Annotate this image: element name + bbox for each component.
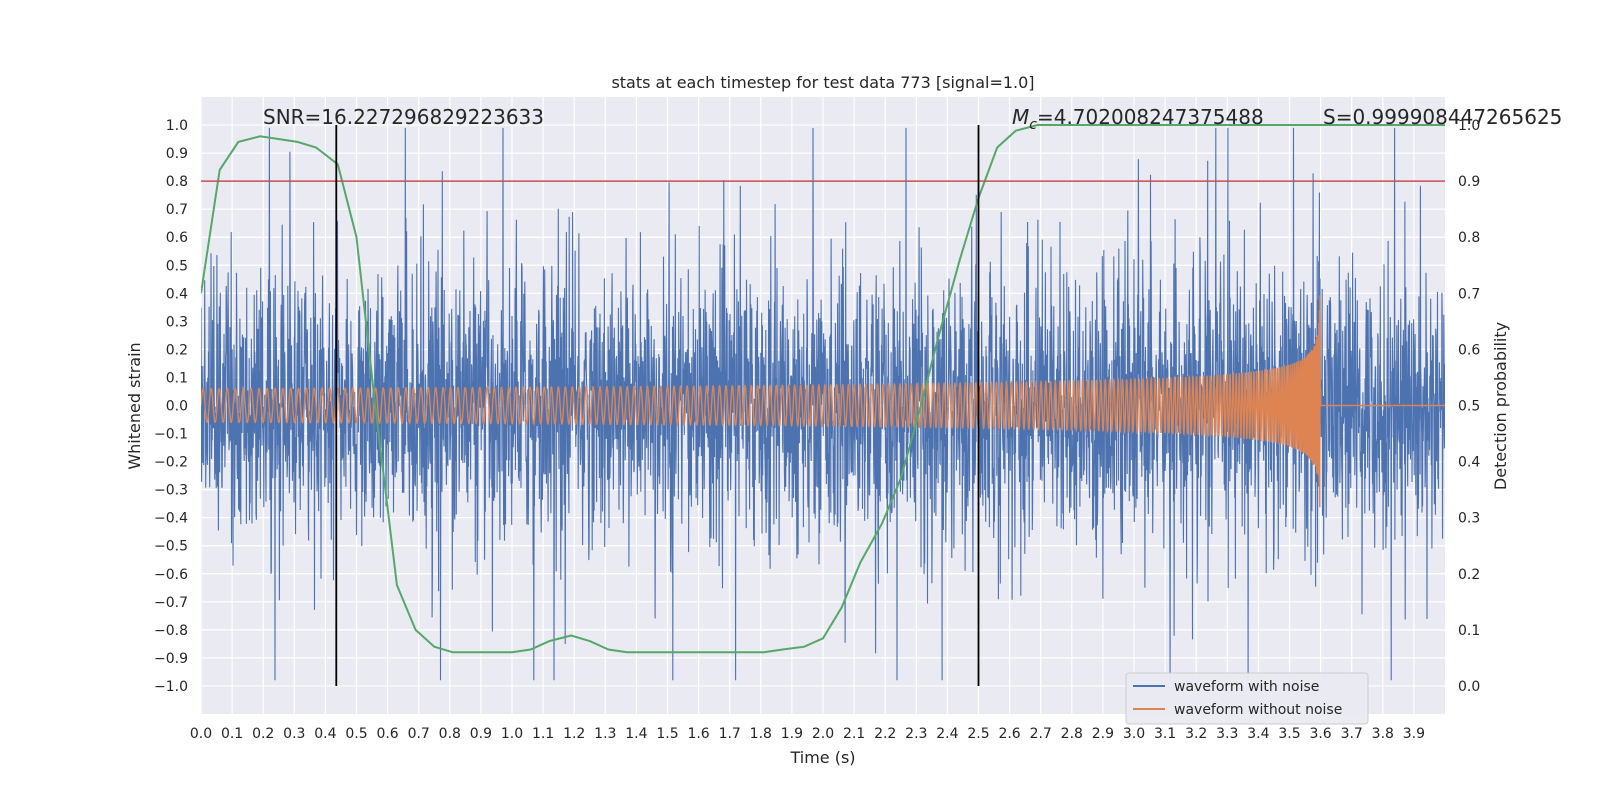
x-tick-label: 2.5 xyxy=(967,726,989,742)
legend-box xyxy=(1125,672,1369,725)
x-tick-label: 3.8 xyxy=(1372,726,1394,742)
score-annotation: S=0.999908447265625 xyxy=(1323,105,1562,129)
x-tick-label: 3.1 xyxy=(1154,726,1176,742)
x-tick-label: 2.4 xyxy=(936,726,958,742)
y-right-axis-label: Detection probability xyxy=(1491,322,1510,490)
x-tick-label: 2.2 xyxy=(874,726,896,742)
y-tick-label: −0.2 xyxy=(154,455,188,471)
y-tick-label: −0.1 xyxy=(154,427,188,443)
y-tick-label: −0.6 xyxy=(154,567,188,583)
x-tick-label: 3.6 xyxy=(1309,726,1331,742)
y-right-tick-label: 1.0 xyxy=(1458,118,1480,134)
y-right-tick-label: 0.4 xyxy=(1458,455,1480,471)
x-tick-label: 3.0 xyxy=(1123,726,1145,742)
x-tick-label: 0.4 xyxy=(314,726,336,742)
x-tick-label: 2.8 xyxy=(1061,726,1083,742)
snr-annotation: SNR=16.227296829223633 xyxy=(263,105,544,129)
x-tick-label: 3.5 xyxy=(1278,726,1300,742)
y-tick-label: −0.3 xyxy=(154,483,188,499)
y-right-tick-label: 0.3 xyxy=(1458,511,1480,527)
legend-label-clean: waveform without noise xyxy=(1174,702,1342,718)
x-tick-label: 1.8 xyxy=(750,726,772,742)
y-right-tick-label: 0.7 xyxy=(1458,286,1480,302)
x-axis-ticks: 0.0 0.1 0.2 0.3 0.4 0.5 0.6 0.7 0.8 0.9 1.0 1.1 1.2 1… xyxy=(190,726,1425,742)
x-tick-label: 3.4 xyxy=(1247,726,1269,742)
x-tick-label: 3.3 xyxy=(1216,726,1238,742)
y-tick-label: −0.5 xyxy=(154,539,188,555)
x-tick-label: 2.6 xyxy=(998,726,1020,742)
y-right-tick-label: 0.2 xyxy=(1458,567,1480,583)
y-tick-label: 0.2 xyxy=(166,342,188,358)
x-axis-label: Time (s) xyxy=(789,748,855,767)
x-tick-label: 2.1 xyxy=(843,726,865,742)
y-right-tick-label: 0.0 xyxy=(1458,679,1480,695)
legend: waveform with noise waveform without noi… xyxy=(1125,672,1369,725)
clean-waveform-line xyxy=(201,295,1445,508)
x-tick-label: 3.2 xyxy=(1185,726,1207,742)
y-tick-label: 0.6 xyxy=(166,230,188,246)
y-axis-label: Whitened strain xyxy=(125,342,144,469)
chirp-mass-subscript: c xyxy=(1029,117,1037,133)
x-tick-label: 1.0 xyxy=(501,726,523,742)
reference-lines xyxy=(201,125,1445,686)
x-tick-label: 0.5 xyxy=(345,726,367,742)
y-right-tick-label: 0.8 xyxy=(1458,230,1480,246)
x-tick-label: 0.7 xyxy=(408,726,430,742)
y-tick-label: 0.7 xyxy=(166,202,188,218)
x-tick-label: 0.2 xyxy=(252,726,274,742)
y-tick-label: −0.7 xyxy=(154,595,188,611)
x-tick-label: 1.1 xyxy=(532,726,554,742)
y-tick-label: 0.3 xyxy=(166,314,188,330)
y-tick-label: 0.4 xyxy=(166,286,188,302)
x-tick-label: 3.9 xyxy=(1403,726,1425,742)
x-tick-label: 1.2 xyxy=(563,726,585,742)
y-tick-label: 0.0 xyxy=(166,399,188,415)
x-tick-label: 1.9 xyxy=(781,726,803,742)
series-waveform-without-noise xyxy=(201,295,1445,508)
y-right-axis-ticks: 1.0 0.9 0.8 0.7 0.6 0.5 0.4 0.3 0.2 0.1 0.0 xyxy=(1458,118,1480,695)
chirp-mass-value: =4.702008247375488 xyxy=(1037,105,1264,129)
y-right-tick-label: 0.1 xyxy=(1458,623,1480,639)
x-tick-label: 2.7 xyxy=(1030,726,1052,742)
y-tick-label: 0.8 xyxy=(166,174,188,190)
y-tick-label: 0.1 xyxy=(166,370,188,386)
x-tick-label: 2.0 xyxy=(812,726,834,742)
x-tick-label: 0.6 xyxy=(376,726,398,742)
x-tick-label: 0.8 xyxy=(439,726,461,742)
chirp-mass-annotation: Mc=4.702008247375488 xyxy=(1012,105,1264,133)
x-tick-label: 1.7 xyxy=(719,726,741,742)
y-right-tick-label: 0.5 xyxy=(1458,399,1480,415)
x-tick-label: 0.1 xyxy=(221,726,243,742)
y-tick-label: 1.0 xyxy=(166,118,188,134)
y-axis-ticks: 1.0 0.9 0.8 0.7 0.6 0.5 0.4 0.3 0.2 0.1 0.0 −0.1 −0.… xyxy=(154,118,188,695)
x-tick-label: 2.9 xyxy=(1092,726,1114,742)
y-tick-label: 0.5 xyxy=(166,258,188,274)
x-tick-label: 3.7 xyxy=(1341,726,1363,742)
x-tick-label: 0.3 xyxy=(283,726,305,742)
y-tick-label: −1.0 xyxy=(154,679,188,695)
x-tick-label: 1.3 xyxy=(594,726,616,742)
detection-probability-line xyxy=(201,124,1445,654)
x-tick-label: 2.3 xyxy=(905,726,927,742)
y-right-tick-label: 0.6 xyxy=(1458,342,1480,358)
y-tick-label: −0.8 xyxy=(154,623,188,639)
y-right-tick-label: 0.9 xyxy=(1458,174,1480,190)
y-tick-label: 0.9 xyxy=(166,146,188,162)
x-tick-label: 1.4 xyxy=(625,726,647,742)
series-detection-probability xyxy=(201,124,1445,654)
x-tick-label: 1.6 xyxy=(687,726,709,742)
legend-label-noise: waveform with noise xyxy=(1174,679,1319,695)
x-tick-label: 1.5 xyxy=(656,726,678,742)
x-tick-label: 0.0 xyxy=(190,726,212,742)
chirp-mass-symbol: M xyxy=(1012,105,1029,129)
x-tick-label: 0.9 xyxy=(470,726,492,742)
y-tick-label: −0.4 xyxy=(154,511,188,527)
chart-title: stats at each timestep for test data 773… xyxy=(611,73,1034,92)
y-tick-label: −0.9 xyxy=(154,651,188,667)
